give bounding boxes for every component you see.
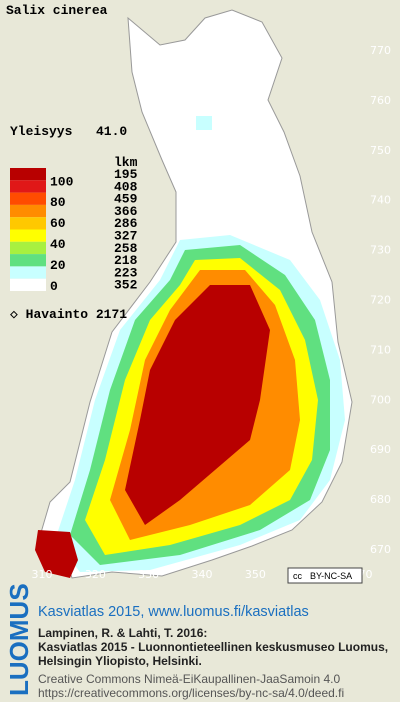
legend-count: 459 — [114, 192, 138, 207]
title: Salix cinerea — [6, 3, 108, 18]
logo: LUOMUS — [4, 583, 34, 696]
legend-count: 408 — [114, 179, 138, 194]
legend-swatch — [10, 192, 46, 205]
legend-count: 366 — [114, 204, 138, 219]
legend-count: 352 — [114, 278, 138, 293]
x-tick-label: 320 — [85, 568, 106, 581]
x-tick-label: 310 — [32, 568, 53, 581]
y-tick-label: 710 — [370, 343, 391, 356]
y-tick-label: 750 — [370, 144, 391, 157]
observations-label-text: Havainto — [26, 307, 89, 322]
headline: Kasviatlas 2015, www.luomus.fi/kasviatla… — [38, 604, 309, 620]
y-tick-label: 770 — [370, 44, 391, 57]
y-tick-label: 760 — [370, 94, 391, 107]
y-tick-label: 720 — [370, 294, 391, 307]
badge-cc: cc — [293, 571, 303, 581]
legend-swatch — [10, 278, 46, 291]
y-tick-label: 730 — [370, 244, 391, 257]
legend-swatch — [10, 180, 46, 193]
legend-tick: 60 — [50, 216, 66, 231]
y-tick-label: 740 — [370, 194, 391, 207]
legend-swatch — [10, 229, 46, 242]
badge-box — [287, 567, 363, 584]
y-tick-label: 670 — [370, 543, 391, 556]
legend-count: 218 — [114, 253, 138, 268]
legend-count: 286 — [114, 216, 138, 231]
citation-line: Lampinen, R. & Lahti, T. 2016: — [38, 626, 207, 640]
legend-tick: 20 — [50, 258, 66, 273]
zone-darkred — [125, 285, 270, 525]
legend-swatch — [10, 217, 46, 230]
legend-count: 327 — [114, 229, 137, 244]
legend-swatch — [10, 241, 46, 255]
legend-swatch — [10, 254, 46, 267]
legend-swatch — [10, 204, 46, 218]
y-tick-label: 680 — [370, 493, 391, 506]
legend-header: lkm — [114, 155, 138, 170]
license-line: https://creativecommons.org/licenses/by-… — [38, 686, 344, 700]
frequency-label: Yleisyys — [10, 124, 73, 139]
x-tick-label: 330 — [138, 568, 159, 581]
x-tick-label: 350 — [245, 568, 266, 581]
frequency-value: 41.0 — [96, 124, 127, 139]
legend-tick: 100 — [50, 174, 74, 189]
citation-line: Helsingin Yliopisto, Helsinki. — [38, 654, 202, 668]
zone-aland — [35, 530, 78, 578]
legend-swatch — [10, 168, 46, 181]
legend-tick: 0 — [50, 279, 58, 294]
zone-north — [196, 116, 212, 130]
legend-count: 195 — [114, 167, 138, 182]
finland-map — [35, 9, 353, 579]
y-tick-label: 690 — [370, 443, 391, 456]
y-tick-label: 700 — [370, 393, 391, 406]
citation-line: Kasviatlas 2015 - Luonnontieteellinen ke… — [38, 640, 388, 654]
legend-tick: 80 — [50, 195, 66, 210]
license-line: Creative Commons Nimeä-EiKaupallinen-Jaa… — [38, 672, 340, 686]
observations-label: ◇ Havainto 2171 — [10, 307, 127, 322]
x-tick-label: 340 — [192, 568, 213, 581]
observations-value: 2171 — [96, 307, 127, 322]
badge-text: BY-NC-SA — [310, 571, 352, 581]
legend-count: 258 — [114, 241, 138, 256]
legend-swatch — [10, 266, 46, 279]
legend-count: 223 — [114, 265, 138, 280]
license-badge: cc BY-NC-SA — [287, 567, 363, 584]
legend-tick: 40 — [50, 237, 66, 252]
